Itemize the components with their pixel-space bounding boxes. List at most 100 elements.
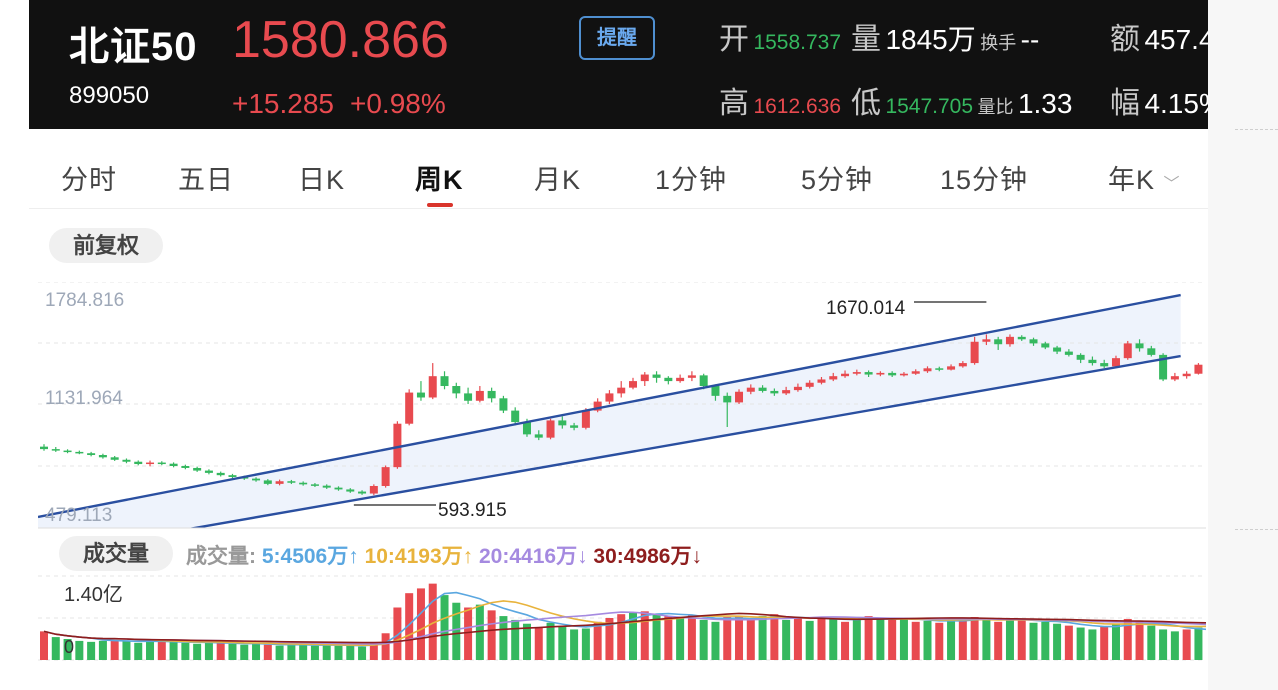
tab-1-minute[interactable]: 1分钟 (655, 165, 728, 195)
candle-body (1147, 348, 1156, 355)
candle-body (1159, 354, 1168, 380)
tab-daily-k[interactable]: 日K (298, 165, 346, 195)
candle-body (735, 391, 744, 403)
tab-15-minute[interactable]: 15分钟 (940, 165, 1029, 195)
volume-bar (593, 621, 602, 660)
candle-body (487, 390, 496, 399)
tab-intraday[interactable]: 分时 (61, 165, 117, 195)
volume-value: 1845万 (885, 24, 976, 55)
adjust-button[interactable]: 前复权 (49, 228, 163, 263)
candle-body (146, 462, 155, 465)
candle-body (723, 395, 732, 403)
ma30-value: 30:4986万↓ (593, 545, 702, 568)
volume-indicator-button[interactable]: 成交量 (59, 536, 173, 571)
volume-bar (841, 621, 850, 660)
tab-5-minute[interactable]: 5分钟 (801, 165, 874, 195)
candle-body (216, 472, 225, 476)
candle-body (310, 484, 319, 486)
candle-body (464, 393, 473, 401)
y-tick-label: 1784.816 (45, 290, 124, 311)
volume-bar (664, 616, 673, 660)
volume-bar (252, 643, 261, 660)
candle-body (63, 450, 72, 453)
right-divider (1235, 529, 1278, 530)
candle-body (263, 480, 272, 484)
volume-bars (40, 583, 1250, 660)
candle-body (393, 423, 402, 468)
volume-bar (888, 619, 897, 660)
volume-bar (310, 645, 319, 660)
candle-body (876, 372, 885, 375)
tab-weekly-k[interactable]: 周K (415, 165, 464, 195)
candle-body (452, 386, 461, 394)
high-stat: 高 1612.636 (719, 78, 841, 122)
active-tab-indicator (427, 203, 453, 207)
channel-upper-line (38, 293, 1181, 519)
high-value: 1612.636 (753, 95, 842, 118)
candle-body (1242, 361, 1250, 363)
volume-legend: 成交量: 5:4506万↑ 10:4193万↑ 20:4416万↓ 30:498… (186, 540, 702, 570)
volume-bar (1206, 630, 1214, 660)
low-label: 低 (851, 87, 881, 120)
volume-bar (1182, 629, 1191, 660)
candle-body (652, 374, 661, 378)
high-annotation-label: 1670.014 (826, 298, 906, 319)
ma20-value: 20:4416万↓ (479, 545, 588, 568)
low-value: 1547.705 (885, 95, 974, 118)
candle-body (1218, 365, 1226, 367)
candles (40, 334, 1273, 496)
candle-body (134, 461, 143, 465)
volume-bar (1041, 621, 1050, 660)
volume-bar (746, 618, 755, 660)
quote-header: 北证50 899050 1580.866 +15.285 +0.98% 提醒 开 … (29, 0, 1208, 129)
tab-five-day[interactable]: 五日 (178, 165, 234, 195)
amount-label: 额 (1110, 23, 1140, 56)
candle-body (982, 339, 991, 342)
volume-bar (464, 607, 473, 660)
candle-body (1017, 336, 1026, 340)
volume-bar (1005, 619, 1014, 660)
candle-body (87, 453, 96, 456)
open-value: 1558.737 (753, 31, 842, 54)
candle-body (1135, 343, 1144, 349)
candle-body (687, 375, 696, 378)
volume-bar (87, 641, 96, 660)
candle-body (676, 377, 685, 382)
volume-bar (817, 617, 826, 660)
alert-button[interactable]: 提醒 (579, 16, 655, 60)
volume-bar (216, 642, 225, 660)
volume-max-label: 1.40亿 (64, 583, 123, 606)
high-label: 高 (719, 87, 749, 120)
candle-body (629, 381, 637, 388)
candle-body (1041, 343, 1050, 348)
candle-body (617, 387, 626, 394)
candle-body (1265, 350, 1273, 366)
candle-body (299, 482, 308, 485)
volume-bar (770, 614, 779, 660)
volume-bar (1242, 629, 1250, 660)
candle-body (346, 489, 355, 492)
volume-bar (134, 642, 143, 660)
low-stat: 低 1547.705 量比 1.33 (851, 78, 1072, 122)
candle-body (699, 375, 708, 387)
channel-area (38, 295, 1181, 528)
candle-body (204, 470, 213, 473)
volume-bar (122, 640, 131, 660)
turnover-value: -- (1020, 24, 1040, 55)
volume-bar (334, 645, 343, 660)
volume-bar (51, 637, 60, 660)
candle-body (1194, 364, 1203, 374)
volume-bar (793, 618, 802, 660)
volume-bar (1029, 622, 1038, 660)
volume-bar (1230, 631, 1238, 660)
tab-yearly-k[interactable]: 年K ﹀ (1108, 158, 1181, 197)
candle-body (440, 376, 449, 387)
candle-body (1206, 365, 1214, 367)
tab-monthly-k[interactable]: 月K (534, 165, 582, 195)
candle-body (322, 485, 331, 488)
volume-bar (864, 616, 873, 660)
change-value: +15.285 (232, 88, 334, 119)
candle-body (228, 475, 237, 477)
candle-body (1170, 376, 1179, 380)
